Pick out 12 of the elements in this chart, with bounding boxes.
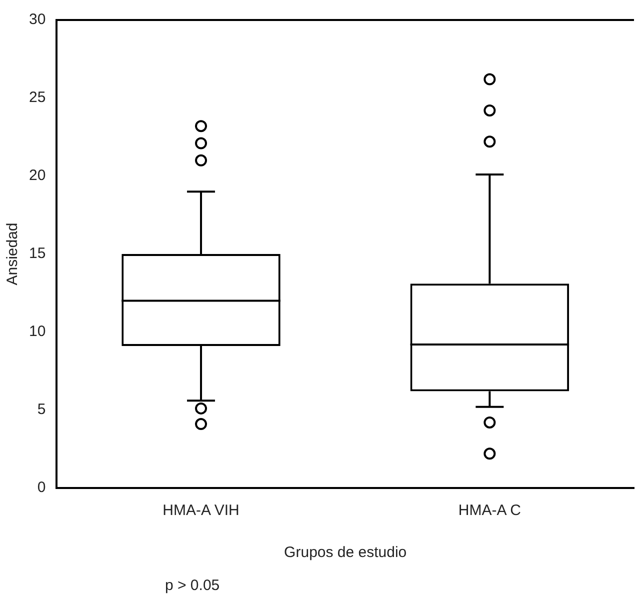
y-tick-label: 15 — [28, 245, 46, 262]
y-axis-title: Ansiedad — [4, 222, 22, 286]
y-tick-label: 25 — [28, 89, 46, 106]
y-tick-label: 10 — [28, 323, 46, 340]
x-axis-title: Grupos de estudio — [284, 544, 407, 562]
text: p > 0.05 — [165, 577, 220, 594]
y-tick-label: 20 — [28, 167, 46, 184]
x-tick-label: HMA-A C — [458, 502, 522, 520]
y-tick-label: 30 — [28, 11, 46, 28]
x-tick-label: HMA-A VIH — [162, 502, 240, 520]
y-tick-label: 0 — [37, 479, 46, 496]
y-tick-label: 5 — [37, 401, 46, 418]
